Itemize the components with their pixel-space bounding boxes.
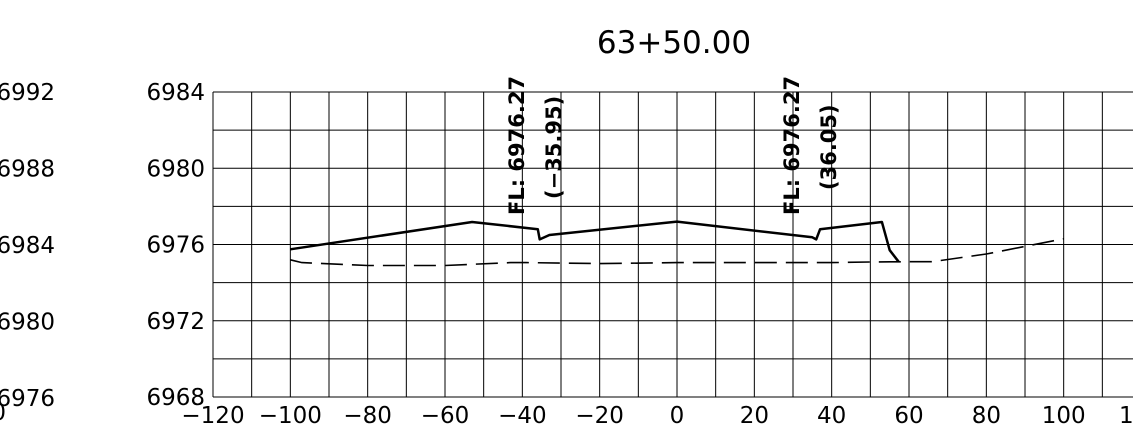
x-tick-label: −120 <box>181 403 244 425</box>
flowline-callout-left-offset: (−35.95) <box>542 96 566 199</box>
x-tick-label: −40 <box>498 403 547 425</box>
left-elevation-label: 6980 <box>0 310 55 336</box>
x-tick-label: −60 <box>421 403 470 425</box>
flowline-callout-right-offset: (36.05) <box>817 104 841 190</box>
y-tick-label: 6980 <box>146 156 205 182</box>
flowline-callout-left-elevation: FL: 6976.27 <box>505 76 529 215</box>
x-tick-label: 80 <box>972 403 1001 425</box>
x-tick-label: 100 <box>1042 403 1086 425</box>
x-tick-label: 60 <box>894 403 923 425</box>
y-tick-label: 6984 <box>146 80 205 106</box>
x-tick-label: −100 <box>259 403 322 425</box>
x-tick-label: −20 <box>575 403 624 425</box>
left-elevation-label: 6984 <box>0 233 55 259</box>
x-tick-label: 120 <box>1119 403 1133 425</box>
left-elevation-fragment: 0 <box>0 400 6 425</box>
left-elevation-label: 6988 <box>0 157 55 183</box>
station-title: 63+50.00 <box>597 25 751 61</box>
existing-ground-line <box>290 238 1064 267</box>
axis-tick-labels: −120 −100 −80 −60 −40 −20 0 20 40 60 80 100 120 6968 6… <box>146 80 1133 425</box>
left-elevation-column: 6992 6988 6984 6980 69760 <box>0 80 55 425</box>
x-tick-label: 0 <box>670 403 685 425</box>
x-tick-label: −80 <box>343 403 392 425</box>
x-tick-label: 40 <box>817 403 846 425</box>
proposed-grade-line <box>290 220 900 263</box>
left-elevation-label: 6992 <box>0 80 55 106</box>
profile-lines <box>290 220 1064 267</box>
left-elevation-label: 6976 <box>0 386 55 412</box>
flowline-callout-right-elevation: FL: 6976.27 <box>780 76 804 215</box>
y-tick-label: 6968 <box>146 385 205 411</box>
x-tick-label: 20 <box>740 403 769 425</box>
y-tick-label: 6976 <box>146 233 205 259</box>
y-tick-label: 6972 <box>146 309 205 335</box>
grid-lines <box>212 91 1133 398</box>
